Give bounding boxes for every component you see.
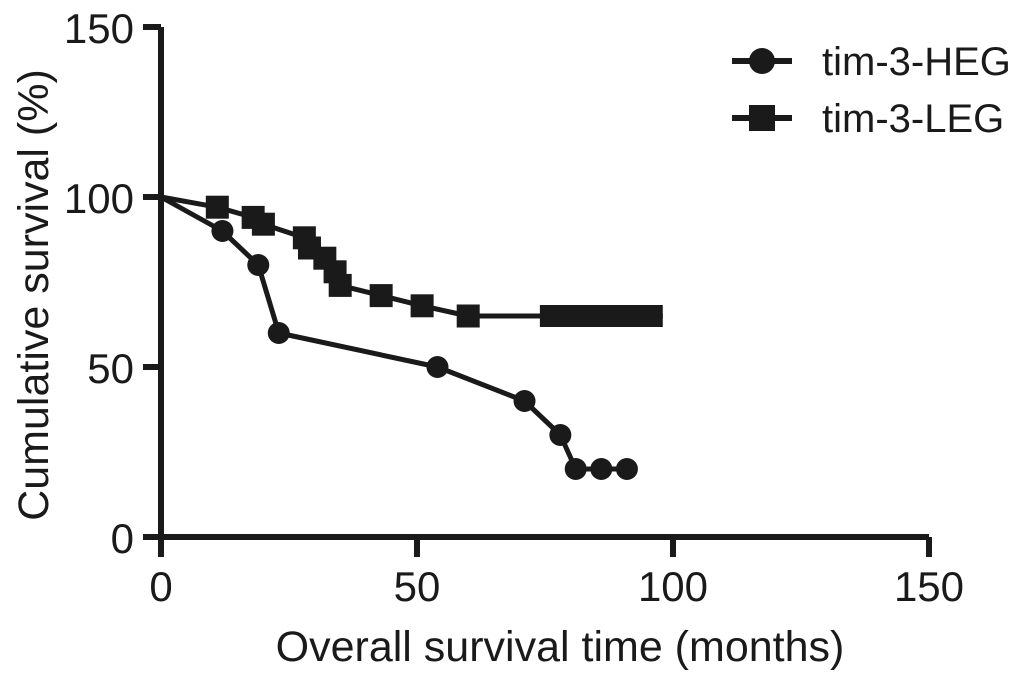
x-tick-label: 0 bbox=[149, 563, 172, 610]
y-tick-label: 50 bbox=[87, 345, 134, 392]
data-point-square bbox=[251, 212, 275, 236]
data-point-square bbox=[205, 195, 229, 219]
data-point-circle bbox=[267, 322, 290, 344]
data-point-circle bbox=[549, 424, 572, 446]
x-tick-label: 100 bbox=[638, 563, 708, 610]
data-point-circle bbox=[564, 458, 587, 480]
legend-item: tim-3-HEG bbox=[732, 40, 1011, 84]
y-tick-label: 100 bbox=[64, 175, 134, 222]
y-tick-label: 0 bbox=[111, 515, 134, 562]
legend-label: tim-3-LEG bbox=[822, 97, 1004, 141]
censored-run-bar bbox=[539, 305, 663, 327]
legend-circle-marker bbox=[749, 48, 775, 74]
series-line-tim-3-HEG bbox=[159, 194, 627, 472]
data-point-circle bbox=[426, 356, 449, 378]
x-axis-title: Overall survival time (months) bbox=[276, 623, 845, 671]
x-tick-label: 50 bbox=[394, 563, 441, 610]
legend-label: tim-3-HEG bbox=[822, 40, 1011, 84]
legend-square-marker bbox=[749, 105, 775, 131]
y-tick-label: 150 bbox=[64, 5, 134, 52]
data-point-circle bbox=[590, 458, 613, 480]
data-point-square bbox=[456, 304, 480, 328]
y-axis-title: Cumulative survival (%) bbox=[10, 69, 58, 521]
x-tick-label: 150 bbox=[894, 563, 964, 610]
legend-item: tim-3-LEG bbox=[732, 97, 1004, 141]
data-point-circle bbox=[513, 390, 536, 412]
data-point-square bbox=[410, 294, 434, 318]
data-point-square bbox=[369, 284, 393, 308]
data-point-square bbox=[328, 273, 352, 297]
legend: tim-3-HEG tim-3-LEG bbox=[732, 40, 1011, 141]
data-point-circle bbox=[211, 220, 234, 242]
data-point-circle bbox=[247, 254, 270, 276]
data-point-circle bbox=[615, 458, 638, 480]
